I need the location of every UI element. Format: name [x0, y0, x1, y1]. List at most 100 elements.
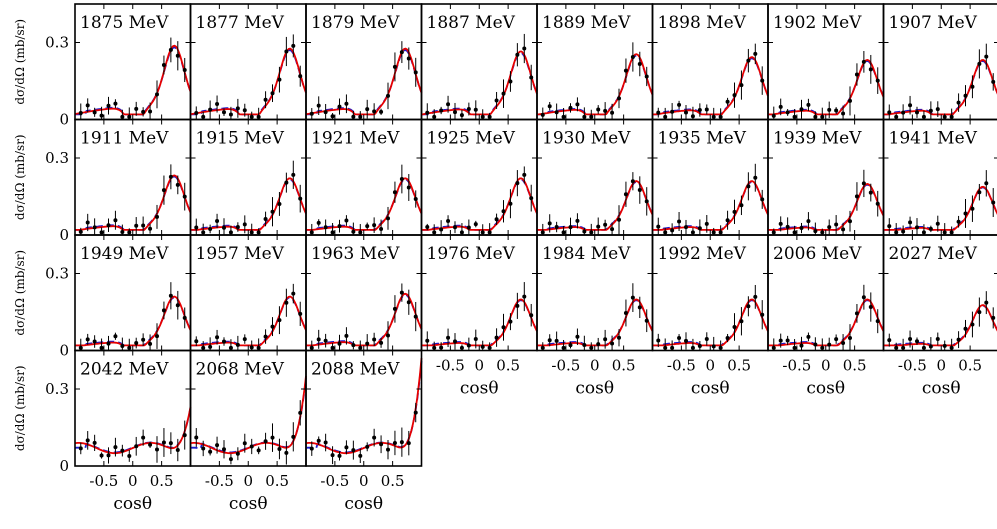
data-point [670, 228, 675, 233]
fit-curve-dashed [190, 378, 307, 454]
data-point [92, 339, 97, 344]
fit-curve-solid [883, 58, 997, 116]
data-point [561, 230, 566, 235]
data-point [344, 101, 349, 106]
data-point [235, 225, 240, 230]
data-point [921, 114, 926, 119]
data-point [182, 433, 187, 438]
data-point [914, 225, 919, 230]
data-point [386, 447, 391, 452]
x-axis-title: cosθ [113, 494, 152, 514]
x-axis-title: cosθ [922, 379, 961, 399]
data-point [725, 218, 730, 223]
data-point [127, 230, 132, 235]
data-point [834, 108, 839, 113]
data-point [928, 344, 933, 349]
energy-label: 1877 MeV [196, 13, 285, 33]
data-point [610, 110, 615, 115]
data-point [704, 336, 709, 341]
data-point [637, 188, 642, 193]
data-point [413, 410, 418, 415]
data-point [439, 345, 444, 350]
data-point [746, 304, 751, 309]
x-tick-label: 0.5 [496, 357, 520, 375]
data-point [92, 440, 97, 445]
fit-curve-dashed [190, 178, 307, 231]
fit-curve-dashed [537, 54, 654, 116]
data-point [92, 110, 97, 115]
data-point [284, 180, 289, 185]
fit-curve-solid [74, 406, 192, 455]
data-point [977, 190, 982, 195]
data-point [466, 225, 471, 230]
data-point [263, 216, 268, 221]
data-point [732, 93, 737, 98]
energy-label: 2042 MeV [80, 360, 169, 380]
data-point [277, 201, 282, 206]
data-point [921, 230, 926, 235]
energy-label: 2027 MeV [889, 244, 978, 264]
data-point [617, 335, 622, 340]
data-point [365, 224, 370, 229]
data-point [561, 345, 566, 350]
data-point [596, 224, 601, 229]
data-point [85, 103, 90, 108]
energy-label: 1984 MeV [542, 244, 631, 264]
data-point [316, 337, 321, 342]
panel-1949-MeV: 1949 MeV [74, 234, 192, 352]
data-point [399, 290, 404, 295]
data-point [610, 227, 615, 232]
energy-label-background [887, 244, 979, 264]
data-point [868, 67, 873, 72]
energy-label-background [194, 13, 286, 33]
data-point [718, 230, 723, 235]
data-point [984, 181, 989, 186]
energy-label-background [194, 359, 286, 380]
fit-curve-dashed [537, 299, 654, 347]
energy-label-background [656, 128, 748, 149]
data-point [921, 345, 926, 350]
data-point [215, 102, 220, 107]
data-point [630, 295, 635, 300]
y-tick-label: 0 [59, 111, 69, 129]
data-point [861, 181, 866, 186]
data-point [208, 344, 213, 349]
data-point [854, 194, 859, 199]
data-point [379, 226, 384, 231]
data-point [365, 444, 370, 449]
data-point [249, 345, 254, 350]
data-point [834, 222, 839, 227]
data-point [175, 182, 180, 187]
fit-curve-dashed [190, 296, 307, 347]
data-point [935, 336, 940, 341]
data-point [175, 448, 180, 453]
fit-curve-solid [190, 177, 307, 231]
x-tick-label: 0.5 [265, 472, 289, 490]
data-point [697, 343, 702, 348]
data-point [901, 345, 906, 350]
panel-1984-MeV: 1984 MeV [536, 234, 654, 352]
energy-label-background [772, 13, 864, 33]
data-point [208, 226, 213, 231]
data-point [494, 217, 499, 222]
data-point [242, 337, 247, 342]
data-point [746, 184, 751, 189]
data-point [113, 101, 118, 106]
data-point [323, 338, 328, 343]
data-point [494, 335, 499, 340]
fit-curve-solid [537, 180, 654, 231]
data-point [134, 341, 139, 346]
data-point [963, 211, 968, 216]
data-point [309, 446, 314, 451]
data-point [949, 114, 954, 119]
data-point [235, 451, 240, 456]
y-axis-title: dσ/dΩ (mb/sr) [13, 365, 27, 451]
data-point [663, 345, 668, 350]
fit-curve-dashed [421, 51, 538, 116]
data-point [215, 219, 220, 224]
data-point [848, 336, 853, 341]
data-point [344, 445, 349, 450]
data-point [501, 325, 506, 330]
data-point [970, 206, 975, 211]
data-point [725, 99, 730, 104]
